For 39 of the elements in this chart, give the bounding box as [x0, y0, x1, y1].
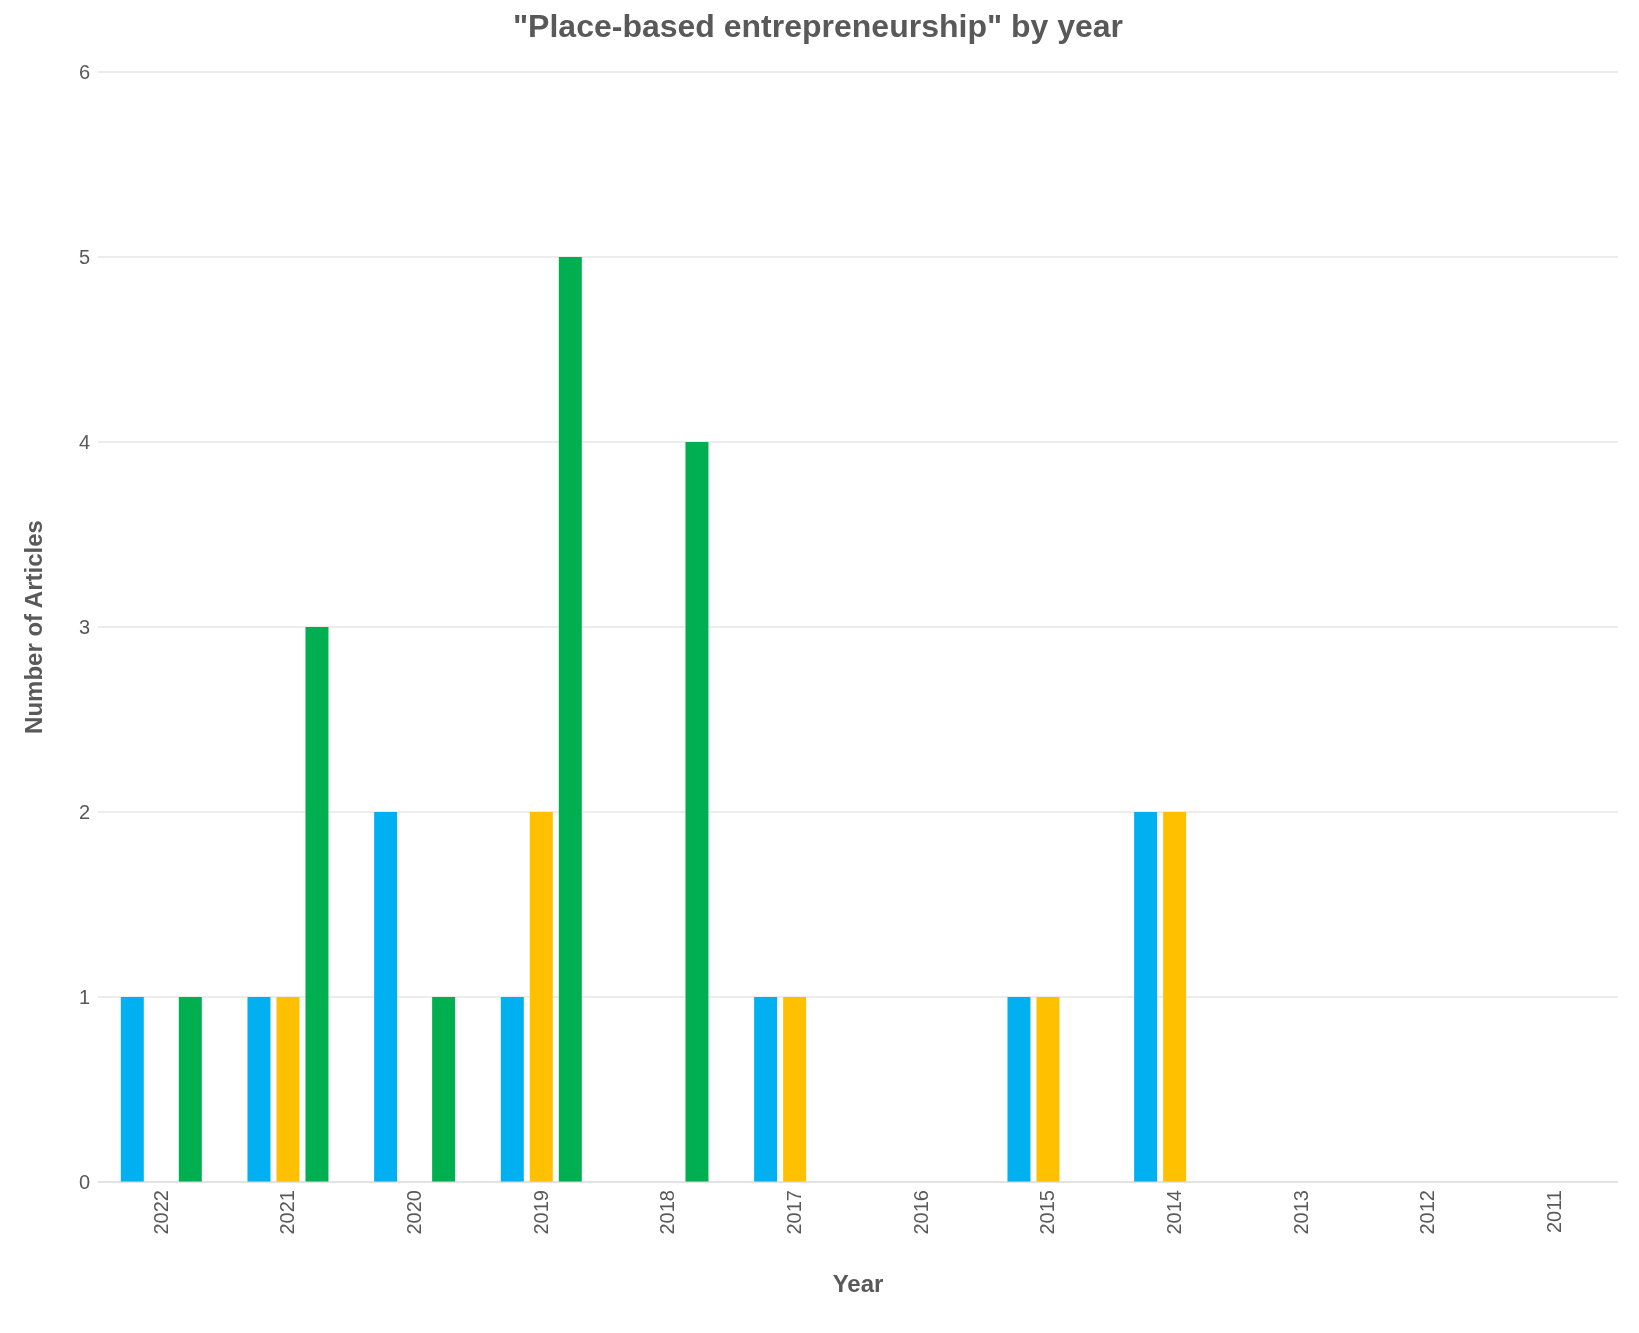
bar — [558, 257, 582, 1182]
x-tick-label: 2021 — [276, 1190, 299, 1235]
bar — [432, 997, 456, 1182]
bar — [276, 997, 300, 1182]
bar — [685, 442, 709, 1182]
x-axis-title: Year — [832, 1270, 884, 1297]
bar — [120, 997, 144, 1182]
y-axis-title: Number of Articles — [19, 520, 47, 734]
bar — [529, 812, 553, 1182]
y-tick-label: 5 — [78, 246, 90, 269]
y-tick-label: 3 — [78, 616, 90, 639]
bar — [1134, 812, 1158, 1182]
chart-title: "Place-based entrepreneurship" by year — [511, 8, 1125, 46]
bar — [305, 627, 329, 1182]
x-tick-label: 2018 — [656, 1190, 679, 1235]
x-tick-label: 2020 — [402, 1190, 425, 1235]
bar — [178, 997, 202, 1182]
x-tick-label: 2016 — [909, 1190, 932, 1235]
x-tick-label: 2015 — [1036, 1190, 1059, 1235]
bar — [374, 812, 398, 1182]
x-tick-label: 2013 — [1289, 1190, 1312, 1235]
y-tick-label: 1 — [78, 986, 90, 1009]
x-tick-label: 2014 — [1162, 1190, 1185, 1235]
x-tick-label: 2022 — [149, 1190, 172, 1235]
bar — [754, 997, 778, 1182]
bar — [1007, 997, 1031, 1182]
y-tick-label: 4 — [78, 431, 90, 454]
x-tick-label: 2012 — [1416, 1190, 1439, 1235]
y-tick-label: 0 — [78, 1171, 90, 1194]
y-tick-label: 2 — [78, 801, 90, 824]
x-tick-label: 2017 — [782, 1190, 805, 1235]
x-tick-label: 2019 — [529, 1190, 552, 1235]
bar — [247, 997, 271, 1182]
x-tick-label: 2011 — [1542, 1190, 1565, 1234]
y-tick-label: 6 — [78, 61, 90, 84]
bar — [500, 997, 524, 1182]
bar — [1163, 812, 1187, 1182]
bar — [1036, 997, 1060, 1182]
bar — [783, 997, 807, 1182]
